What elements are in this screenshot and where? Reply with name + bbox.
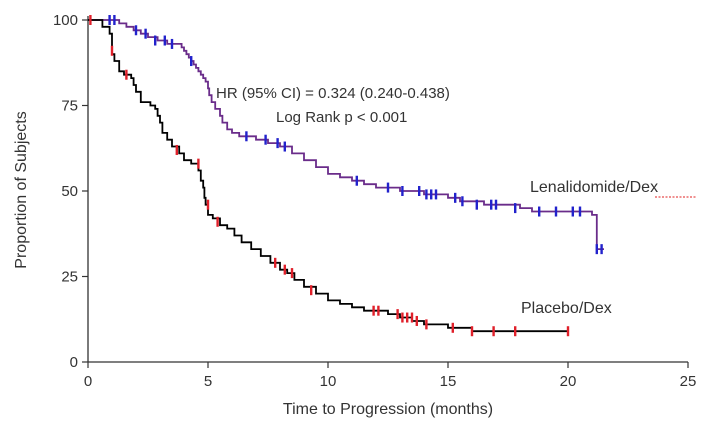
y-axis-title: Proportion of Subjects: [13, 111, 30, 268]
series-label-lenalidomide: Lenalidomide/Dex: [530, 179, 658, 196]
hr-annotation: HR (95% CI) = 0.324 (0.240-0.438): [216, 85, 450, 102]
x-tick-label: 5: [204, 373, 212, 390]
series-line-1: [88, 19, 568, 333]
tick-group: 0 5 10 15 20 25 0 25 50 75 100: [53, 12, 696, 390]
x-tick-label: 20: [560, 373, 577, 390]
x-axis-title: Time to Progression (months): [283, 401, 493, 418]
x-tick-label: 10: [320, 373, 337, 390]
y-tick-label: 75: [61, 98, 78, 115]
series-line-0: [88, 19, 604, 250]
x-tick-label: 0: [84, 373, 92, 390]
censor-marks: [89, 15, 603, 337]
x-tick-label: 25: [680, 373, 697, 390]
series-label-placebo: Placebo/Dex: [521, 300, 612, 317]
x-tick-label: 15: [440, 373, 457, 390]
y-tick-label: 25: [61, 269, 78, 286]
axes: [87, 16, 688, 363]
y-tick-label: 100: [53, 12, 78, 29]
logrank-annotation: Log Rank p < 0.001: [276, 109, 407, 126]
y-tick-label: 0: [70, 354, 78, 371]
y-tick-label: 50: [61, 183, 78, 200]
series-lines: [88, 19, 604, 333]
